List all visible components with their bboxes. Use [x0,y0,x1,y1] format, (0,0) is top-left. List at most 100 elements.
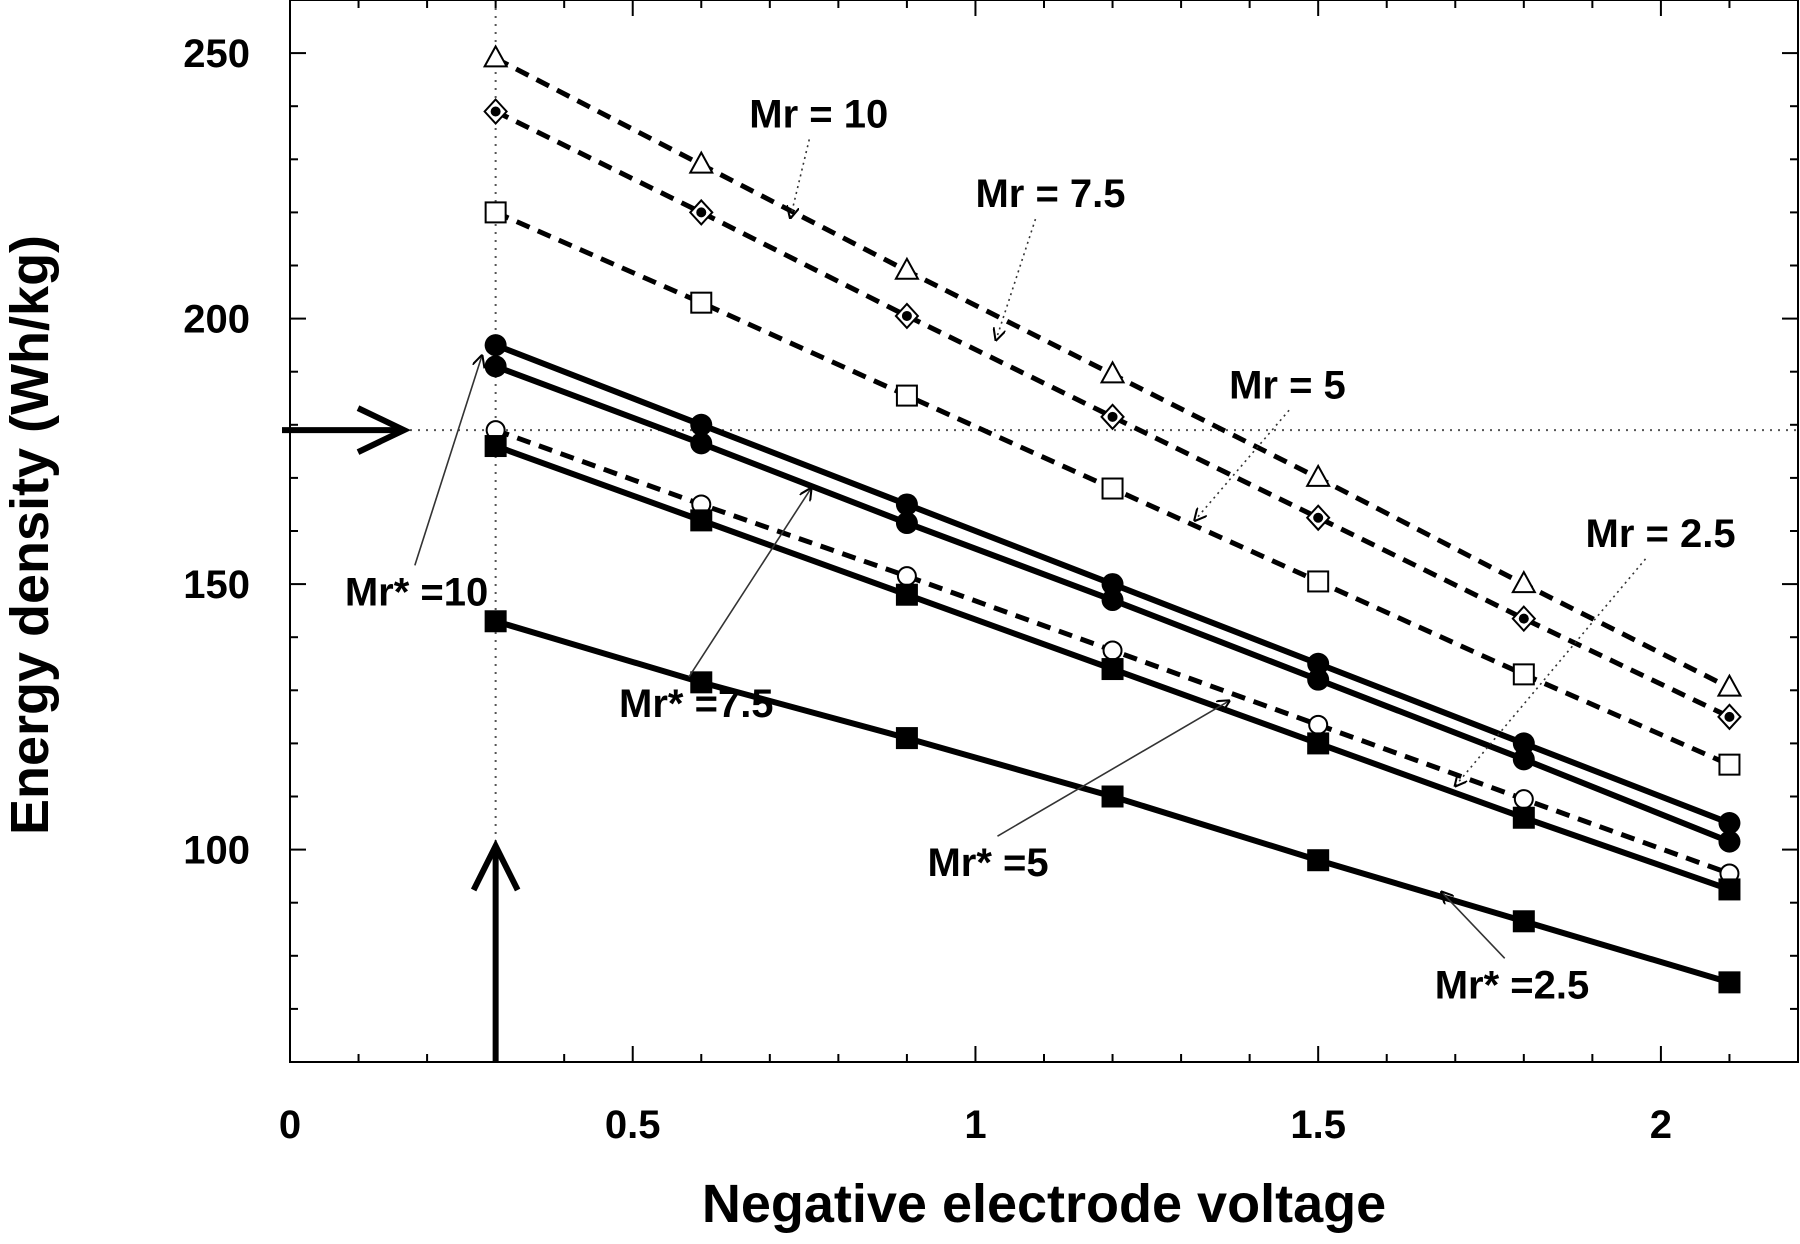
square-filled-marker [690,671,713,694]
annotation-arrow [1442,892,1506,959]
y-tick-label: 150 [183,563,250,607]
x-tick-label: 1 [964,1103,986,1147]
annotation-label: Mr = 5 [1229,363,1346,407]
annotation-3: Mr = 5 [1195,363,1346,520]
series-group [482,44,1743,994]
annotation-arrow [996,218,1037,340]
annotation-4: Mr = 2.5 [1455,512,1736,786]
series-3 [484,201,1741,776]
circle-filled-marker [1512,748,1535,771]
circle-filled-marker [690,413,713,436]
series-5 [484,334,1741,835]
diamond-marker-center [901,310,912,321]
triangle-marker [688,150,714,174]
circle-filled-marker [1718,812,1741,835]
diamond-marker-center [1313,512,1324,523]
annotation-label: Mr = 7.5 [975,172,1125,216]
annotation-arrow [688,489,811,678]
diamond-marker-center [1724,711,1735,722]
square-open-marker [1101,477,1124,500]
square-filled-marker [690,509,713,532]
square-filled-marker [895,727,918,750]
square-filled-marker [484,610,507,633]
circle-filled-marker [484,334,507,357]
y-tick-label: 100 [183,829,250,873]
annotation-5: Mr* =10 [345,356,488,614]
square-open-marker [895,384,918,407]
annotation-2: Mr = 7.5 [975,172,1126,340]
series-6 [484,355,1741,853]
circle-filled-marker [484,355,507,378]
annotation-arrow [790,139,811,217]
bottom-indicator-arrow-head [470,839,521,892]
circle-open-marker [1102,640,1123,661]
square-filled-marker [1512,806,1535,829]
circle-open-marker [1308,714,1329,735]
annotation-arrow [1455,558,1647,786]
series-1 [482,44,1743,697]
circle-open-marker [1513,789,1534,810]
circle-filled-marker [1101,573,1124,596]
annotation-label: Mr* =10 [345,570,488,614]
annotation-label: Mr* =5 [927,841,1048,885]
triangle-marker [1716,673,1743,697]
square-filled-marker [1718,971,1741,994]
diamond-marker-center [1518,613,1529,624]
annotation-7: Mr* =5 [927,701,1229,885]
left-indicator-arrow-head [356,405,411,455]
axis-ticks: 0 0.5 1 1.5 2 100 150 200 250 [183,0,1798,1147]
annotation-label: Mr* =2.5 [1435,963,1590,1007]
annotation-label: Mr* =7.5 [619,682,774,726]
circle-filled-marker [1718,830,1741,853]
square-filled-marker [484,435,507,458]
x-tick-label: 0.5 [605,1103,661,1147]
square-filled-marker [1101,658,1124,681]
triangle-marker [1511,570,1537,594]
circle-filled-marker [1101,589,1124,612]
circle-filled-marker [690,432,713,455]
x-axis-title: Negative electrode voltage [702,1174,1386,1234]
annotation-8: Mr* =2.5 [1435,892,1590,1007]
triangle-marker [894,256,920,280]
series-4 [485,420,1740,884]
x-tick-label: 2 [1650,1103,1672,1147]
triangle-marker [482,44,509,68]
circle-filled-marker [895,512,918,535]
square-filled-marker [1101,785,1124,808]
triangle-marker [1305,463,1331,487]
series-8 [484,610,1741,994]
annotation-arrow [997,701,1229,837]
circle-filled-marker [1512,732,1535,755]
annotation-label: Mr = 2.5 [1586,512,1736,556]
square-open-marker [484,201,507,224]
series-7 [484,435,1741,901]
y-tick-label: 200 [183,298,250,342]
square-filled-marker [1512,910,1535,933]
circle-filled-marker [1307,668,1330,691]
series-2 [483,98,1742,731]
square-filled-marker [1718,878,1741,901]
square-filled-marker [1307,732,1330,755]
x-tick-label: 1.5 [1290,1103,1346,1147]
annotations-group: Mr = 10 Mr = 7.5 Mr = 5 Mr = 2.5 Mr* =10 Mr* … [345,92,1736,1007]
diamond-marker-center [696,207,707,218]
y-axis-title: Energy density (Wh/kg) [0,235,60,835]
annotation-label: Mr = 10 [749,92,888,136]
annotation-1: Mr = 10 [749,92,888,217]
y-tick-label: 250 [183,32,250,76]
diamond-marker-center [490,106,501,117]
annotation-arrow [414,356,482,566]
square-filled-marker [1307,849,1330,872]
x-tick-label: 0 [279,1103,301,1147]
square-open-marker [690,291,713,314]
square-filled-marker [895,583,918,606]
indicator-arrows [282,405,521,1062]
circle-filled-marker [1307,652,1330,675]
square-open-marker [1718,753,1741,776]
square-open-marker [1512,663,1535,686]
circle-open-marker [896,566,917,587]
triangle-marker [1099,360,1126,384]
annotation-arrow [1195,409,1290,520]
square-open-marker [1307,570,1330,593]
